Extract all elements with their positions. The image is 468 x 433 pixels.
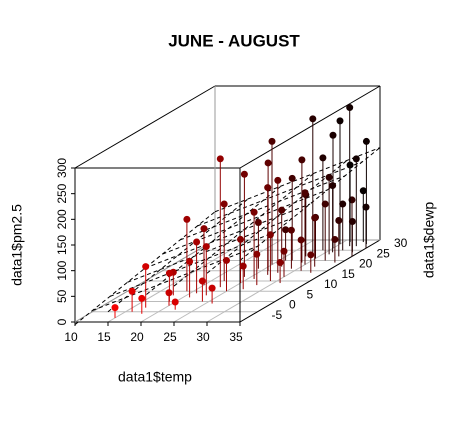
- point: [301, 189, 309, 197]
- point: [171, 298, 179, 306]
- plane-line: [127, 217, 293, 283]
- point: [319, 154, 327, 162]
- x-axis-title: data1$temp: [118, 369, 192, 385]
- point: [165, 269, 173, 277]
- point: [220, 200, 228, 208]
- z-tick-label: 250: [55, 183, 69, 203]
- z-tick-label: 150: [55, 235, 69, 255]
- y-tick-label: -5: [272, 308, 283, 322]
- point: [298, 156, 306, 164]
- point: [280, 247, 288, 255]
- point: [335, 216, 343, 224]
- plane-line: [109, 231, 276, 297]
- point: [254, 219, 262, 226]
- y-tick-label: 30: [394, 236, 408, 250]
- chart-title: JUNE - AUGUST: [168, 31, 300, 50]
- point: [193, 238, 201, 246]
- point: [142, 263, 150, 271]
- plane-line: [140, 185, 282, 300]
- y-tick-label: 20: [359, 257, 373, 271]
- point: [348, 218, 356, 225]
- box-edge: [239, 85, 381, 169]
- y-tick-label: 25: [377, 246, 391, 260]
- plane-line: [74, 211, 216, 325]
- point: [278, 206, 286, 214]
- point: [200, 225, 208, 233]
- point: [329, 131, 337, 139]
- point: [311, 214, 319, 222]
- point: [309, 115, 317, 123]
- point: [331, 235, 339, 243]
- plane-line: [206, 160, 348, 274]
- point: [240, 170, 248, 178]
- point: [128, 287, 136, 295]
- plane-line: [179, 175, 346, 241]
- point: [268, 137, 276, 145]
- z-tick-label: 100: [55, 260, 69, 280]
- point: [202, 243, 210, 251]
- plane-line: [162, 189, 328, 255]
- x-tick-label: 35: [229, 330, 243, 344]
- point: [111, 304, 119, 312]
- x-tick-label: 10: [64, 330, 78, 344]
- y-tick-label: 10: [324, 277, 338, 291]
- point: [287, 226, 295, 234]
- point: [325, 173, 333, 181]
- point: [321, 200, 329, 208]
- point: [307, 251, 315, 259]
- point: [297, 236, 305, 244]
- point: [138, 294, 146, 302]
- point: [208, 284, 216, 292]
- point: [362, 137, 370, 145]
- box-edge: [74, 85, 216, 169]
- plane-line: [92, 245, 258, 311]
- point: [346, 104, 354, 112]
- z-tick-label: 50: [55, 289, 69, 303]
- box-edge: [239, 239, 381, 323]
- point: [336, 117, 344, 125]
- y-tick-label: 0: [289, 298, 296, 312]
- point: [264, 184, 272, 192]
- z-tick-label: 0: [55, 318, 69, 325]
- point: [198, 277, 206, 285]
- y-tick-label: 15: [342, 267, 356, 281]
- point: [276, 259, 284, 267]
- y-tick-label: 5: [307, 287, 314, 301]
- point: [216, 155, 224, 163]
- point: [253, 250, 261, 258]
- point: [346, 161, 354, 169]
- x-tick-label: 15: [97, 330, 111, 344]
- z-axis-title: data1$pm2.5: [9, 204, 25, 286]
- plane-line: [214, 147, 381, 213]
- point: [359, 187, 367, 195]
- point: [282, 226, 290, 234]
- point: [186, 257, 194, 265]
- point: [274, 176, 282, 184]
- point: [352, 155, 360, 163]
- point: [266, 231, 274, 239]
- y-axis-title: data1$dewp: [421, 202, 437, 279]
- box-edge: [74, 239, 216, 323]
- point: [264, 159, 272, 167]
- point: [183, 215, 191, 223]
- point: [223, 256, 230, 264]
- x-tick-label: 25: [163, 330, 177, 344]
- plane-line: [197, 161, 363, 227]
- plane-line: [173, 172, 315, 287]
- x-tick-label: 20: [130, 330, 144, 344]
- plane-line: [144, 203, 311, 269]
- z-tick-label: 200: [55, 209, 69, 229]
- point: [250, 208, 258, 216]
- z-tick-label: 300: [55, 158, 69, 178]
- point: [237, 235, 244, 243]
- point: [239, 262, 247, 270]
- x-tick-label: 30: [196, 330, 210, 344]
- point: [339, 200, 347, 208]
- point: [288, 174, 296, 182]
